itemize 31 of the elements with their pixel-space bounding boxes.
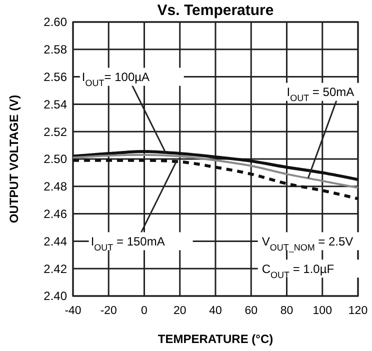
line-series bbox=[72, 158, 360, 200]
line-series bbox=[72, 150, 360, 182]
y-tick-label: 2.60 bbox=[44, 15, 68, 30]
y-tick-label: 2.52 bbox=[44, 124, 68, 139]
x-axis-title: TEMPERATURE (°C) bbox=[158, 332, 274, 346]
x-tick-label: 120 bbox=[348, 305, 368, 317]
y-tick-label: 2.48 bbox=[44, 180, 68, 194]
y-tick-label: 2.56 bbox=[44, 70, 68, 84]
y-tick-label: 2.50 bbox=[44, 152, 68, 166]
y-tick-label: 2.40 bbox=[44, 289, 68, 304]
y-tick-label: 2.46 bbox=[44, 207, 68, 221]
y-tick-label: 2.42 bbox=[44, 262, 68, 276]
line-series bbox=[72, 154, 359, 189]
x-tick-label: 40 bbox=[209, 305, 222, 317]
x-tick-label: -40 bbox=[64, 305, 82, 317]
x-tick-label: -20 bbox=[100, 305, 117, 317]
annotation: V$_{OUT_NOM}$ = 2.5V bbox=[262, 234, 354, 252]
x-tick-label: 60 bbox=[244, 305, 258, 317]
y-tick-label: 2.58 bbox=[44, 42, 68, 57]
annotation: C$_{OUT}$ = 1.0µF bbox=[262, 262, 334, 280]
y-tick-label: 2.44 bbox=[44, 234, 68, 248]
chart-title: Vs. Temperature bbox=[157, 2, 274, 19]
x-tick-label: 80 bbox=[280, 305, 294, 317]
y-tick-label: 2.54 bbox=[44, 97, 68, 112]
x-tick-label: 20 bbox=[173, 305, 186, 317]
y-axis-title: OUTPUT VOLTAGE (V) bbox=[7, 94, 21, 224]
text: I$_{OUT}$ = 150mA bbox=[90, 234, 165, 252]
x-tick-label: 100 bbox=[312, 305, 332, 317]
text: I$_{OUT}$ = 50mA bbox=[286, 85, 354, 104]
x-tick-label: 0 bbox=[141, 305, 148, 317]
text: I$_{OUT}$= 100µA bbox=[82, 70, 150, 88]
